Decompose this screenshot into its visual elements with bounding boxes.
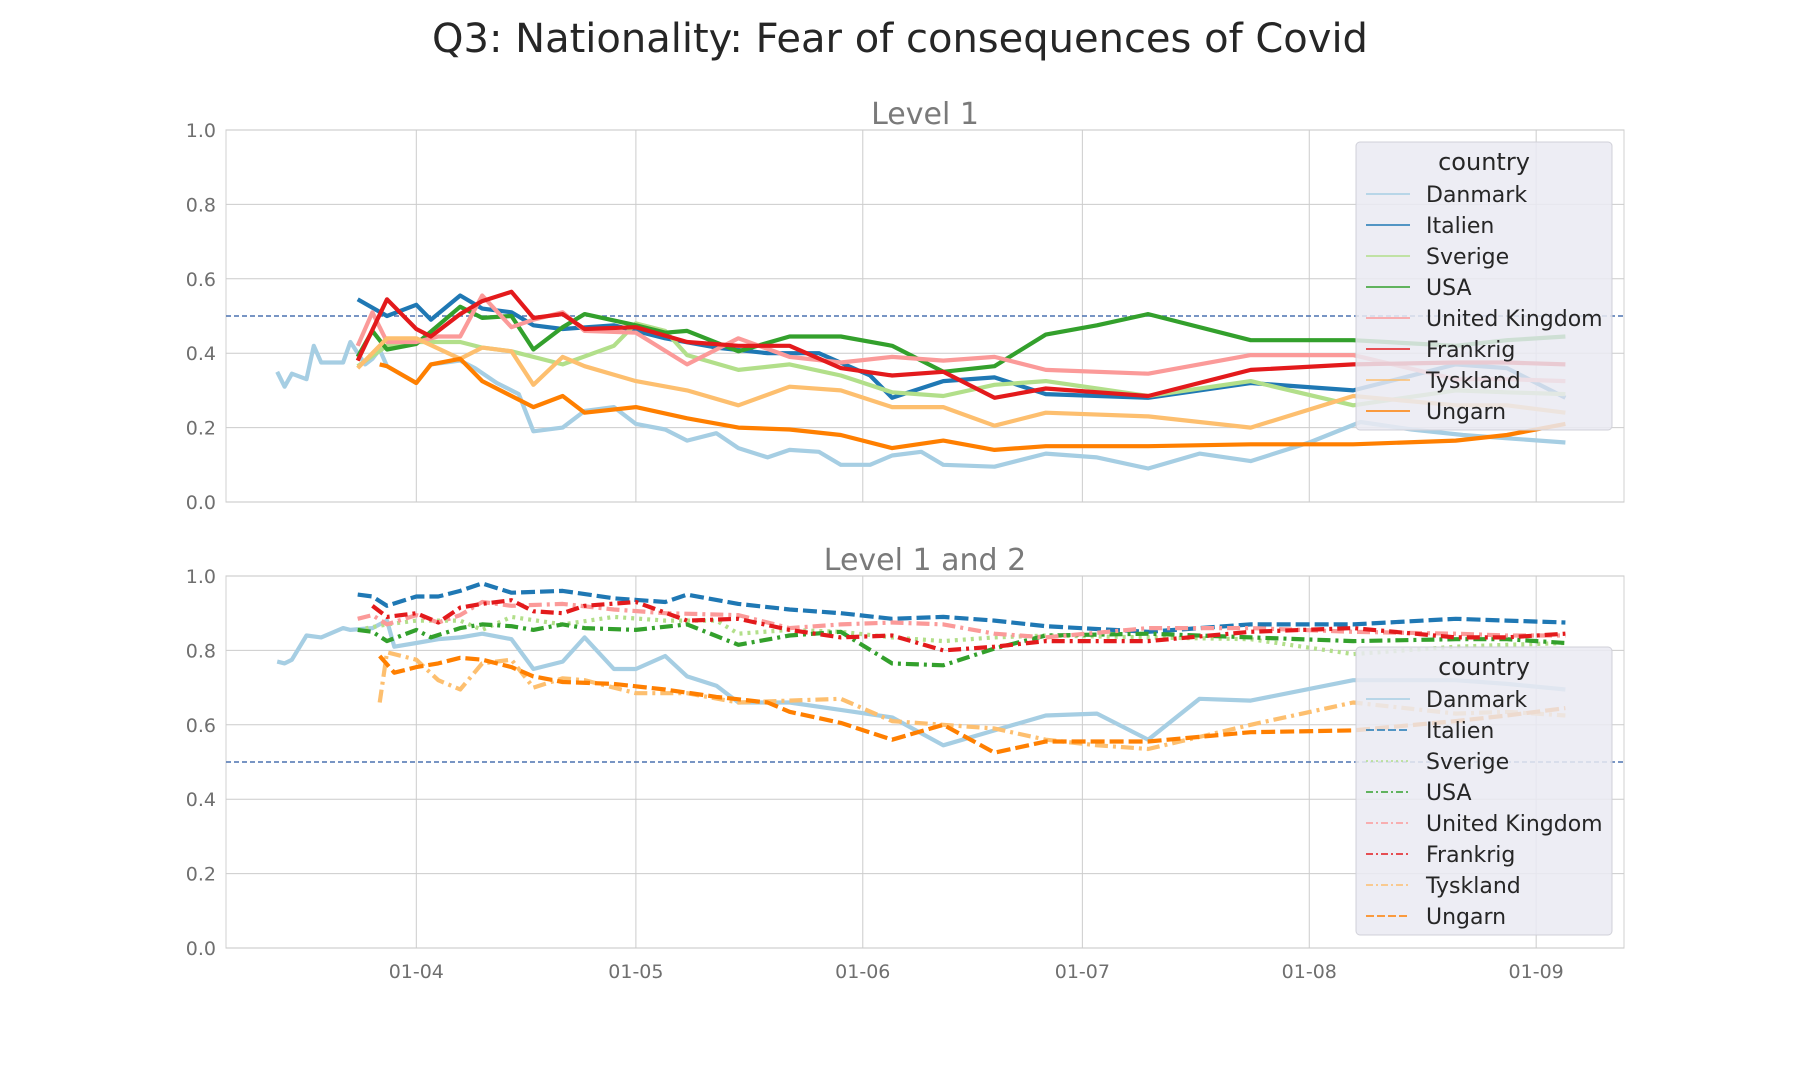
panel-title: Level 1 and 2 [824,543,1026,578]
legend: country Danmark Italien Sverige USA United Ki… [1355,141,1613,431]
legend-entry: Tyskland [1425,369,1521,394]
legend-entry: USA [1426,781,1472,806]
legend-title: country [1438,148,1530,176]
series-line-usa [357,622,1566,668]
figure-title: Q3: Nationality: Fear of consequences of… [432,16,1368,62]
series-line-united-kingdom [355,293,1566,384]
legend-entry: Sverige [1426,245,1509,270]
legend-entry: Ungarn [1426,400,1506,425]
series-line-frankrig [371,598,1566,653]
legend-entry: Ungarn [1426,905,1506,930]
series-line-usa [355,304,1566,374]
panel-title: Level 1 [871,97,979,132]
y-tick-label: 0.0 [186,492,216,514]
y-tick-label: 0.6 [186,269,216,291]
series-line-italien [357,581,1566,634]
y-tick-label: 0.4 [186,789,216,811]
y-tick-label: 0.4 [186,343,216,365]
legend-entry: USA [1426,276,1472,301]
y-tick-label: 1.0 [186,120,216,142]
legend-entry: Danmark [1426,688,1527,713]
series-line-ungarn [379,356,1566,452]
legend-entry: Sverige [1426,750,1509,775]
series-line-united-kingdom [357,599,1566,640]
series-group [276,581,1566,755]
x-tick-label: 01-07 [1055,961,1110,983]
x-tick-label: 01-04 [389,961,444,983]
legend-box [1355,646,1613,936]
legend-box [1355,141,1613,431]
x-tick-label: 01-05 [608,961,663,983]
legend-entry: United Kingdom [1426,307,1603,332]
panel-2: 0.0 0.2 0.4 0.6 0.8 1.0 01-04 01-05 01-06 01-07 01… [186,543,1625,983]
legend-title: country [1438,653,1530,681]
y-tick-label: 0.2 [186,864,216,886]
series-line-frankrig [355,289,1566,400]
y-tick-label: 0.2 [186,418,216,440]
x-tick-label: 01-08 [1282,961,1337,983]
legend-entry: Italien [1426,214,1494,239]
panel-1: 0.0 0.2 0.4 0.6 0.8 1.0 Level 1 country Danmark I… [186,97,1625,514]
legend-entry: Frankrig [1426,338,1515,363]
y-tick-label: 1.0 [186,566,216,588]
series-line-ungarn [378,654,1566,755]
y-tick-label: 0.8 [186,194,216,216]
y-tick-label: 0.8 [186,640,216,662]
legend-entry: United Kingdom [1426,812,1603,837]
legend-entry: Italien [1426,719,1494,744]
legend: country Danmark Italien Sverige USA United Ki… [1355,646,1613,936]
series-group [275,289,1567,471]
legend-entry: Tyskland [1425,874,1521,899]
y-tick-label: 0.0 [186,938,216,960]
series-line-danmark [276,618,1566,748]
x-tick-label: 01-09 [1509,961,1564,983]
x-tick-label: 01-06 [835,961,890,983]
series-line-tyskland [377,650,1566,752]
series-line-tyskland [356,336,1566,430]
legend-entry: Danmark [1426,183,1527,208]
y-tick-label: 0.6 [186,715,216,737]
legend-entry: Frankrig [1426,843,1515,868]
